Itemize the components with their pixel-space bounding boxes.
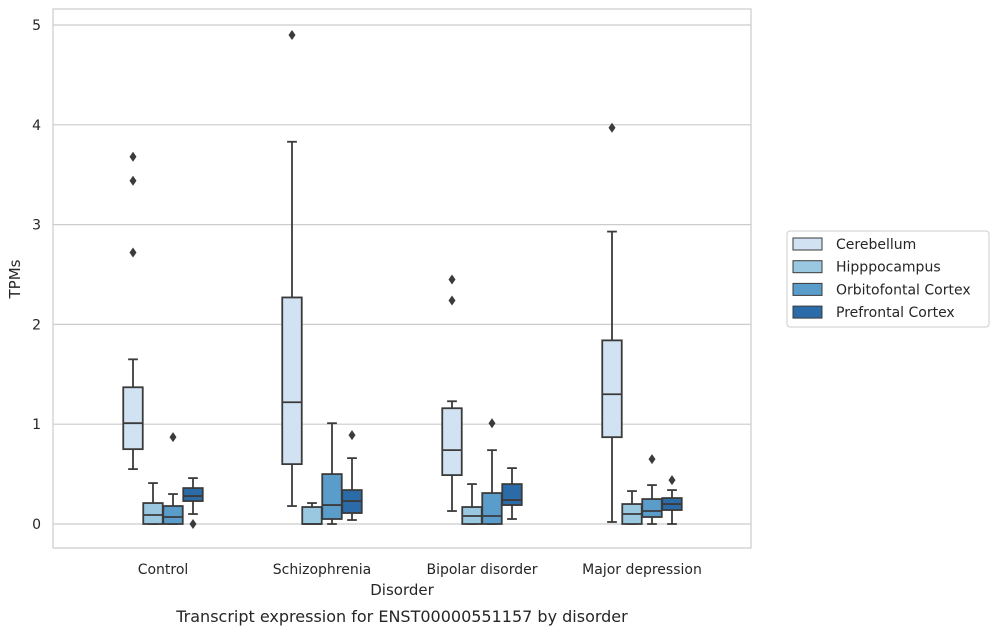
box-cerebellum <box>281 29 303 507</box>
x-tick-label: Control <box>138 562 189 578</box>
x-axis-label: Disorder <box>370 581 434 599</box>
box-iqr <box>501 483 523 506</box>
y-tick-label: 5 <box>32 18 41 34</box>
outlier-marker <box>129 247 137 258</box>
box-orbitofontal-cortex <box>641 454 663 525</box>
box-prefrontal-cortex <box>501 467 523 520</box>
legend-swatch <box>792 305 823 319</box>
outlier-marker <box>348 430 356 441</box>
legend: Cerebellum Hipppocampus Orbitofontal Corte… <box>786 230 990 328</box>
y-tick-label: 0 <box>32 517 41 533</box>
box-orbitofontal-cortex <box>321 422 343 525</box>
box-iqr <box>162 505 184 525</box>
x-tick-label: Schizophrenia <box>273 562 371 578</box>
box-prefrontal-cortex <box>182 477 204 529</box>
outlier-marker <box>648 454 656 465</box>
legend-label: Orbitofontal Cortex <box>836 282 971 298</box>
legend-swatch <box>792 260 823 274</box>
box-iqr <box>281 296 303 466</box>
y-tick-label: 1 <box>32 417 41 433</box>
chart-caption: Transcript expression for ENST0000055115… <box>175 607 628 626</box>
legend-swatch <box>792 282 823 296</box>
outlier-marker <box>668 475 676 486</box>
box-iqr <box>481 492 503 525</box>
box-iqr <box>142 502 164 525</box>
box-hipppocampus <box>142 482 164 525</box>
box-cerebellum <box>122 151 144 471</box>
outlier-marker <box>189 519 197 529</box>
box-cerebellum <box>601 122 623 523</box>
outlier-marker <box>129 175 137 186</box>
legend-label: Cerebellum <box>836 237 916 253</box>
box-iqr <box>122 386 144 451</box>
grid-layer <box>53 24 751 525</box>
box-iqr <box>641 498 663 518</box>
y-axis-label: TPMs <box>6 259 24 299</box>
box-layer <box>122 29 683 529</box>
box-hipppocampus <box>461 483 483 525</box>
outlier-marker <box>448 274 456 285</box>
outlier-marker <box>488 418 496 429</box>
box-prefrontal-cortex <box>661 475 683 525</box>
box-iqr <box>601 339 623 439</box>
y-tick-label: 2 <box>32 317 41 333</box>
legend-items: Cerebellum Hipppocampus Orbitofontal Corte… <box>792 237 971 321</box>
x-tick-label: Bipolar disorder <box>426 562 537 578</box>
y-tick-labels: 0 1 2 3 4 5 <box>32 18 41 533</box>
legend-label: Prefrontal Cortex <box>836 305 955 321</box>
x-tick-label: Major depression <box>582 562 702 578</box>
legend-swatch <box>792 237 823 251</box>
outlier-marker <box>448 295 456 306</box>
box-iqr <box>321 473 343 520</box>
legend-frame <box>786 230 990 328</box>
y-tick-label: 3 <box>32 218 41 234</box>
x-tick-labels: Control Schizophrenia Bipolar disorder Majo… <box>138 562 702 578</box>
box-iqr <box>301 506 323 525</box>
box-orbitofontal-cortex <box>162 432 184 525</box>
box-iqr <box>182 487 204 502</box>
outlier-marker <box>288 29 296 40</box>
box-iqr <box>441 407 463 476</box>
y-tick-label: 4 <box>32 118 41 134</box>
outlier-marker <box>129 151 137 162</box>
outlier-marker <box>169 432 177 443</box>
box-prefrontal-cortex <box>341 430 363 521</box>
legend-label: Hipppocampus <box>836 260 941 276</box>
outlier-marker <box>608 122 616 133</box>
box-hipppocampus <box>621 490 643 525</box>
box-orbitofontal-cortex <box>481 418 503 525</box>
box-hipppocampus <box>301 502 323 525</box>
plot-frame <box>52 8 752 549</box>
box-cerebellum <box>441 274 463 512</box>
